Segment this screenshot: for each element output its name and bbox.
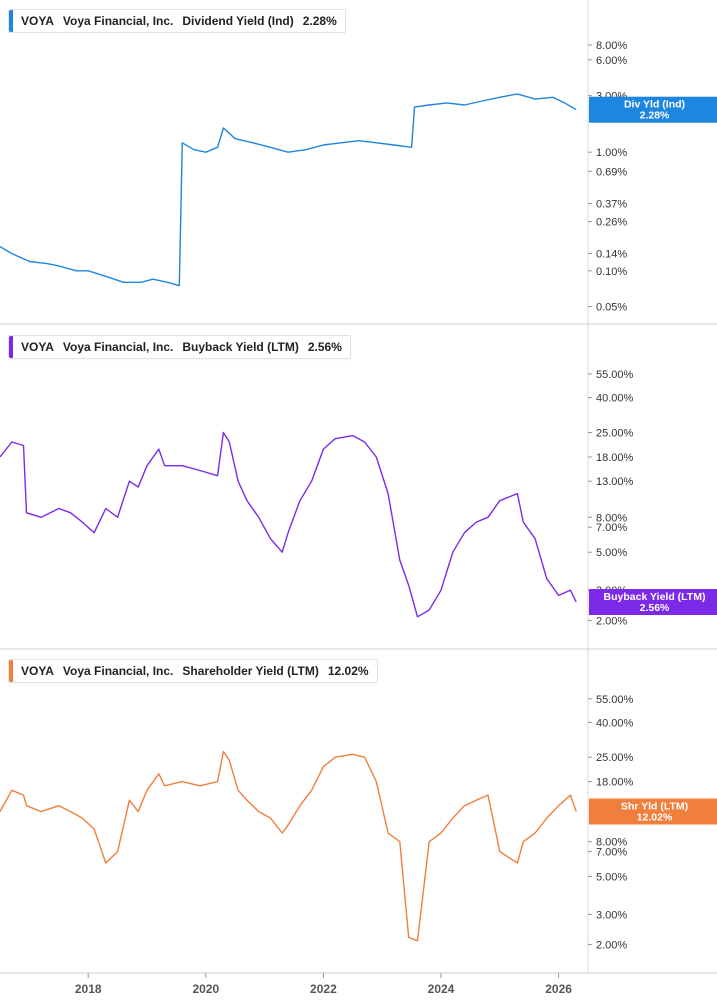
y-tick-label: 13.00% <box>596 476 634 488</box>
y-tick-label: 5.00% <box>596 872 627 884</box>
y-tick-label: 25.00% <box>596 752 634 764</box>
series-line <box>0 431 577 618</box>
last-value-tag <box>589 96 717 123</box>
series-line <box>0 93 577 287</box>
last-value-tag <box>589 798 717 825</box>
last-value-tag-label: Shr Yld (LTM) <box>621 801 688 813</box>
y-tick-label: 3.00% <box>596 909 627 921</box>
legend-company: Voya Financial, Inc. <box>62 14 174 28</box>
legend-dividend-yield: VOYA Voya Financial, Inc. Dividend Yield… <box>8 9 346 33</box>
legend-value: 2.28% <box>302 14 337 28</box>
legend-value: 12.02% <box>327 664 369 678</box>
y-tick-label: 40.00% <box>596 717 634 729</box>
x-tick-label: 2024 <box>428 982 455 996</box>
y-tick-label: 55.00% <box>596 694 634 706</box>
legend-buyback-yield: VOYA Voya Financial, Inc. Buyback Yield … <box>8 335 351 359</box>
y-tick-label: 25.00% <box>596 428 634 440</box>
legend-ticker: VOYA <box>21 664 54 678</box>
y-tick-label: 0.05% <box>596 302 627 314</box>
legend-ticker: VOYA <box>21 14 54 28</box>
legend-metric: Dividend Yield (Ind) <box>182 14 294 28</box>
y-tick-label: 0.14% <box>596 249 627 261</box>
last-value-tag-value: 2.56% <box>640 602 670 614</box>
last-value-tag-label: Buyback Yield (LTM) <box>604 591 706 603</box>
y-tick-label: 55.00% <box>596 369 634 381</box>
y-tick-label: 6.00% <box>596 55 627 67</box>
y-tick-label: 8.00% <box>596 40 627 52</box>
y-tick-label: 0.69% <box>596 166 627 178</box>
y-tick-label: 0.10% <box>596 266 627 278</box>
y-tick-label: 2.00% <box>596 939 627 951</box>
x-tick-label: 2020 <box>192 982 219 996</box>
legend-metric: Shareholder Yield (LTM) <box>182 664 319 678</box>
y-tick-label: 8.00% <box>596 512 627 524</box>
x-tick-label: 2018 <box>75 982 102 996</box>
y-tick-label: 5.00% <box>596 547 627 559</box>
legend-company: Voya Financial, Inc. <box>62 664 174 678</box>
legend-swatch <box>9 336 13 358</box>
legend-metric: Buyback Yield (LTM) <box>182 340 299 354</box>
y-tick-label: 18.00% <box>596 777 634 789</box>
y-tick-label: 0.26% <box>596 217 627 229</box>
series-line <box>0 750 577 942</box>
y-tick-label: 1.00% <box>596 147 627 159</box>
legend-swatch <box>9 660 13 682</box>
x-tick-label: 2022 <box>310 982 337 996</box>
y-tick-label: 0.37% <box>596 198 627 210</box>
legend-swatch <box>9 10 13 32</box>
legend-value: 2.56% <box>307 340 342 354</box>
y-tick-label: 7.00% <box>596 522 627 534</box>
y-tick-label: 40.00% <box>596 393 634 405</box>
legend-shareholder-yield: VOYA Voya Financial, Inc. Shareholder Yi… <box>8 659 378 683</box>
x-tick-label: 2026 <box>545 982 572 996</box>
legend-company: Voya Financial, Inc. <box>62 340 174 354</box>
y-tick-label: 2.00% <box>596 615 627 627</box>
legend-ticker: VOYA <box>21 340 54 354</box>
last-value-tag-value: 2.28% <box>640 110 670 122</box>
last-value-tag <box>589 589 717 616</box>
y-tick-label: 7.00% <box>596 847 627 859</box>
last-value-tag-value: 12.02% <box>637 812 673 824</box>
y-tick-label: 18.00% <box>596 452 634 464</box>
last-value-tag-label: Div Yld (Ind) <box>624 99 685 111</box>
y-tick-label: 8.00% <box>596 837 627 849</box>
